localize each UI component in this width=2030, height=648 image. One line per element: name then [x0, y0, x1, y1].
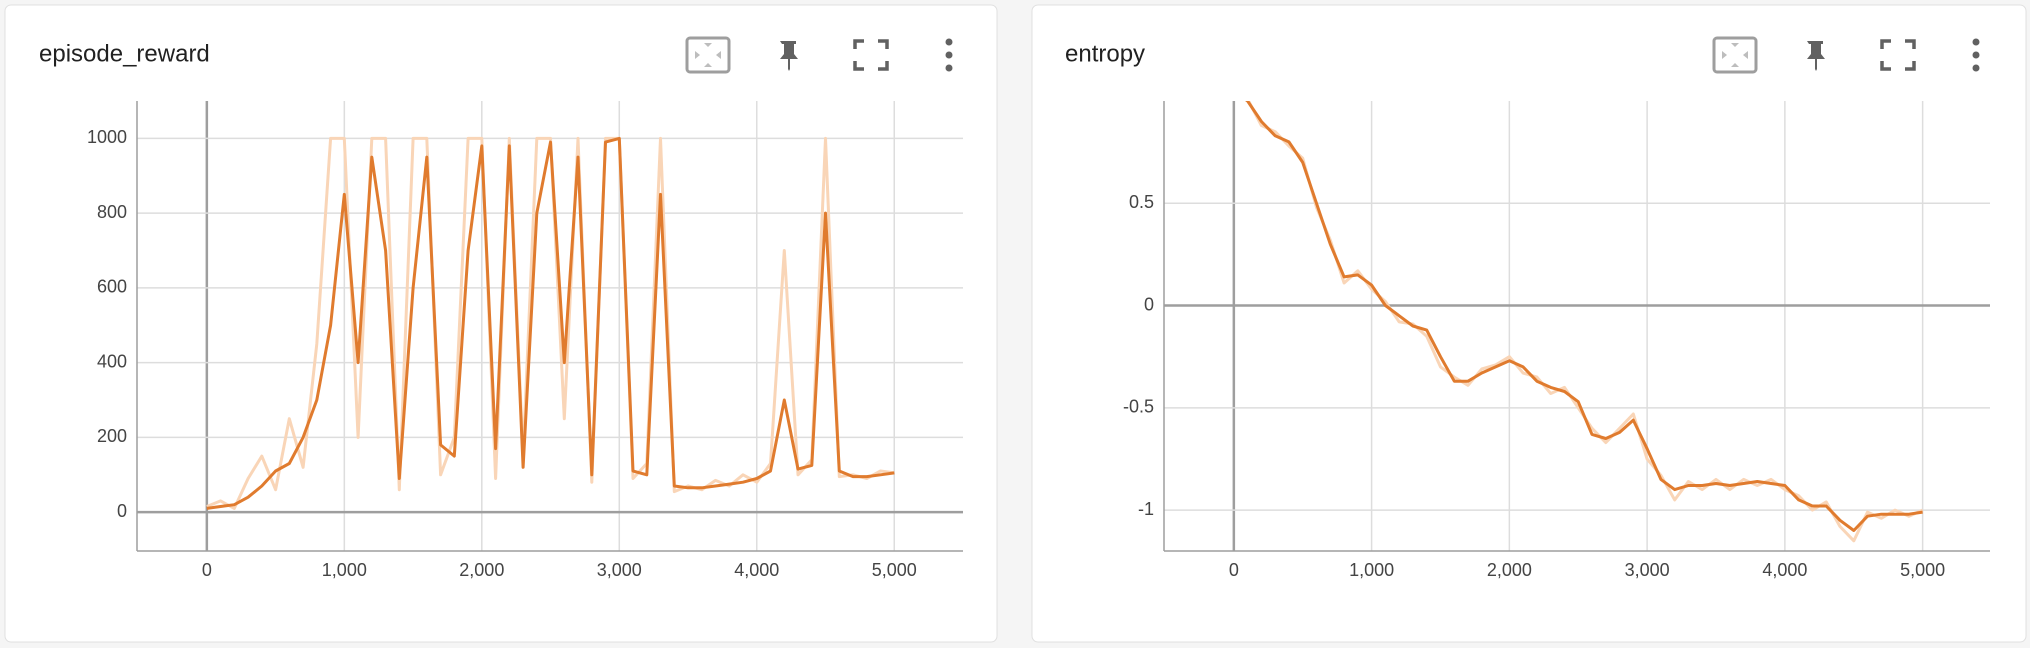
series-line: [206, 136, 895, 510]
x-tick-label: 4,000: [1762, 560, 1807, 580]
x-tick-label: 1,000: [322, 560, 367, 580]
x-tick-label: 4,000: [734, 560, 779, 580]
y-tick-label: 1000: [87, 127, 127, 147]
y-tick-label: 600: [97, 277, 127, 297]
y-tick-label: 200: [97, 426, 127, 446]
plot-area: [1245, 101, 1924, 543]
y-tick-label: -0.5: [1123, 397, 1154, 417]
card-title: entropy: [1065, 40, 1145, 67]
x-tick-label: 2,000: [1487, 560, 1532, 580]
x-tick-label: 5,000: [872, 560, 917, 580]
y-tick-label: -1: [1138, 499, 1154, 519]
plots: 0 1,000 2,000 3,000 4,000 5,000 0 200 400 600 800 1…: [87, 101, 1990, 580]
y-tick-label: 0: [117, 501, 127, 521]
x-tick-label: 1,000: [1349, 560, 1394, 580]
y-tick-label: 0: [1144, 294, 1154, 314]
x-tick-label: 3,000: [597, 560, 642, 580]
series-line: [1245, 101, 1923, 532]
card-title: episode_reward: [39, 40, 210, 67]
x-tick-label: 2,000: [459, 560, 504, 580]
y-tick-label: 0.5: [1129, 192, 1154, 212]
x-tick-label: 5,000: [1900, 560, 1945, 580]
y-tick-label: 800: [97, 202, 127, 222]
x-tick-label: 0: [1229, 560, 1239, 580]
plot-area: [206, 136, 895, 510]
card: [1031, 4, 2027, 643]
x-tick-label: 3,000: [1625, 560, 1670, 580]
x-tick-label: 0: [202, 560, 212, 580]
series-line: [206, 136, 895, 510]
y-tick-label: 400: [97, 351, 127, 371]
